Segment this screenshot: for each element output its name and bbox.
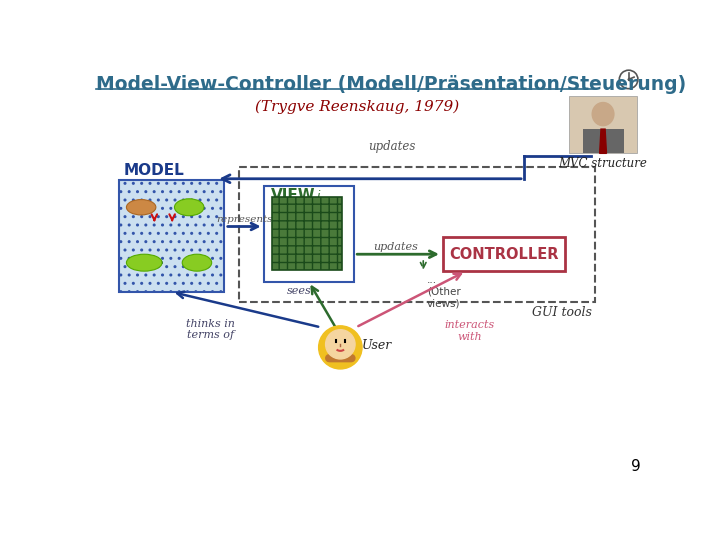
Polygon shape (600, 129, 606, 153)
Text: User: User (362, 339, 392, 352)
Ellipse shape (174, 199, 204, 215)
Ellipse shape (127, 254, 162, 271)
Ellipse shape (182, 254, 212, 271)
Bar (582, 129, 624, 153)
Bar (239, 167, 595, 302)
Bar (569, 96, 637, 153)
Circle shape (325, 330, 355, 359)
Text: thinks in
terms of: thinks in terms of (186, 319, 235, 341)
Ellipse shape (593, 103, 614, 126)
Text: represents: represents (217, 215, 274, 224)
Text: MVC structure: MVC structure (559, 157, 647, 170)
Text: (Trygve Reenskaug, 1979): (Trygve Reenskaug, 1979) (256, 99, 459, 114)
Text: 9: 9 (631, 460, 640, 475)
Text: MODEL: MODEL (123, 163, 184, 178)
Circle shape (319, 326, 362, 369)
Text: updates: updates (374, 242, 418, 252)
Text: sees: sees (287, 286, 312, 296)
Text: i: i (316, 190, 320, 203)
Text: VIEW: VIEW (271, 188, 315, 203)
Text: ...
(Other
views): ... (Other views) (427, 275, 461, 308)
Ellipse shape (127, 200, 156, 215)
Bar (120, 180, 224, 292)
Text: CONTROLLER: CONTROLLER (449, 247, 559, 262)
Text: Model-View-Controller (Modell/Präsentation/Steuerung): Model-View-Controller (Modell/Präsentati… (96, 75, 686, 94)
Bar (264, 186, 354, 282)
Bar (443, 237, 565, 271)
Bar (272, 197, 342, 271)
Text: GUI tools: GUI tools (532, 306, 593, 319)
Text: interacts
with: interacts with (445, 320, 495, 342)
Text: updates: updates (369, 140, 416, 153)
